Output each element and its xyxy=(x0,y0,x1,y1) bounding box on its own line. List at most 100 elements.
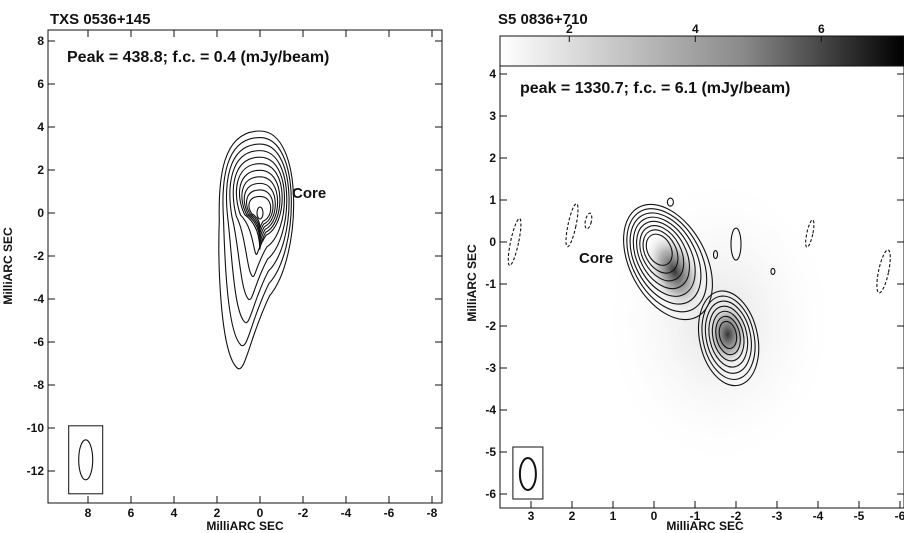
left-plot-frame xyxy=(47,29,443,504)
left-y-axis-label: MilliARC SEC xyxy=(1,227,15,305)
right-x-tick-label: 3 xyxy=(528,509,535,523)
left-contour-level xyxy=(248,195,272,230)
left-x-tick-label: -8 xyxy=(427,506,438,520)
right-panel-title: S5 0836+710 xyxy=(498,11,588,28)
right-core-contour xyxy=(639,225,685,282)
right-y-tick-label: 4 xyxy=(489,67,496,81)
left-x-ticks: 8 6 4 2 0 -2 -4 -6 -8 xyxy=(85,30,438,520)
right-x-axis-label: MilliARC SEC xyxy=(666,519,744,533)
left-panel-title: TXS 0536+145 xyxy=(50,11,151,28)
colorbar-tick-label: 2 xyxy=(566,22,573,36)
right-y-tick-label: -1 xyxy=(485,277,496,291)
left-x-tick-label: -6 xyxy=(384,506,395,520)
right-core-label: Core xyxy=(579,250,613,267)
left-y-tick-label: 6 xyxy=(37,77,44,91)
left-contour-level xyxy=(218,130,295,370)
colorbar xyxy=(499,35,904,67)
right-x-tick-label: -6 xyxy=(895,509,904,523)
right-core-contour xyxy=(623,203,713,321)
left-x-tick-label: 8 xyxy=(85,506,92,520)
right-core-contour xyxy=(642,229,679,274)
left-contour-level xyxy=(235,163,283,255)
left-contour-level xyxy=(225,143,290,324)
left-contour-level xyxy=(222,136,292,347)
right-y-ticks: 4 3 2 1 0 -1 -2 -3 -4 -5 -6 xyxy=(485,67,904,501)
right-contour-island xyxy=(712,250,719,260)
right-y-tick-label: 1 xyxy=(489,193,496,207)
left-y-tick-label: -4 xyxy=(33,292,44,306)
right-knot-contour xyxy=(718,320,738,350)
left-x-tick-label: 0 xyxy=(257,506,264,520)
right-contour-island xyxy=(730,227,742,261)
left-y-tick-label: -12 xyxy=(27,464,45,478)
right-negative-contour xyxy=(507,217,522,267)
right-x-tick-label: -4 xyxy=(813,509,824,523)
right-plot-frame xyxy=(499,65,904,509)
left-x-tick-label: 6 xyxy=(128,506,135,520)
right-negative-contour xyxy=(565,203,579,248)
right-core-contour xyxy=(645,233,673,266)
left-x-axis-label: MilliARC SEC xyxy=(206,519,284,533)
left-panel: TXS 0536+145 Peak = 438.8; f.c. = 0.4 (m… xyxy=(1,11,443,533)
right-contours xyxy=(507,197,891,387)
right-grayscale-image xyxy=(599,171,840,472)
colorbar-tick-label: 6 xyxy=(818,22,825,36)
right-knot-image xyxy=(705,300,750,369)
left-contour-level xyxy=(246,189,274,235)
colorbar-ticks: 2 4 6 xyxy=(566,22,825,42)
colorbar-tick-label: 4 xyxy=(692,22,699,36)
left-core-label: Core xyxy=(292,185,326,202)
right-beam-box xyxy=(512,446,544,500)
right-core-contour xyxy=(629,212,702,305)
left-peak-contour xyxy=(256,206,264,220)
right-contour-island xyxy=(770,267,776,275)
left-y-tick-label: 0 xyxy=(37,206,44,220)
right-y-tick-label: -2 xyxy=(485,319,496,333)
right-negative-contour xyxy=(805,219,815,248)
right-x-tick-label: -2 xyxy=(731,509,742,523)
left-y-tick-label: -2 xyxy=(33,249,44,263)
left-beam-box xyxy=(68,425,104,495)
right-knot-contour xyxy=(698,290,760,387)
left-contour-level xyxy=(243,182,276,240)
left-contour-level xyxy=(241,176,279,245)
left-y-tick-label: -6 xyxy=(33,335,44,349)
right-x-tick-label: 0 xyxy=(651,509,658,523)
right-knot-contour xyxy=(711,310,745,362)
left-contours xyxy=(218,130,295,370)
left-x-tick-label: -4 xyxy=(341,506,352,520)
right-negative-contour xyxy=(876,249,891,294)
right-knot-contour xyxy=(715,315,741,356)
left-x-tick-label: 4 xyxy=(171,506,178,520)
right-panel: S5 0836+710 2 4 6 peak = 1330.7; f.c. = 6.… xyxy=(465,11,904,533)
left-contour-level xyxy=(229,150,288,301)
left-y-tick-label: -10 xyxy=(27,421,45,435)
right-y-tick-label: 3 xyxy=(489,109,496,123)
right-y-tick-label: -4 xyxy=(485,403,496,417)
right-x-ticks: 3 2 1 0 -1 -2 -3 -4 -5 -6 xyxy=(528,501,904,523)
right-negative-contour xyxy=(584,212,593,230)
right-y-tick-label: 0 xyxy=(489,235,496,249)
left-x-tick-label: 2 xyxy=(214,506,221,520)
left-y-tick-label: -8 xyxy=(33,378,44,392)
right-x-tick-label: 1 xyxy=(610,509,617,523)
right-x-tick-label: -5 xyxy=(854,509,865,523)
left-y-tick-label: 2 xyxy=(37,163,44,177)
right-core-contour xyxy=(626,208,708,313)
left-peak-annotation: Peak = 438.8; f.c. = 0.4 (mJy/beam) xyxy=(67,49,329,66)
left-y-tick-label: 8 xyxy=(37,34,44,48)
right-beam-ellipse xyxy=(518,457,537,491)
right-knot-contour xyxy=(708,305,749,368)
left-beam-ellipse xyxy=(78,439,94,481)
right-beam xyxy=(512,446,544,500)
left-x-tick-label: -2 xyxy=(298,506,309,520)
left-y-ticks: 8 6 4 2 0 -2 -4 -6 -8 -10 -12 xyxy=(27,34,442,478)
right-y-axis-label: MilliARC SEC xyxy=(465,244,479,322)
right-y-tick-label: -5 xyxy=(485,445,496,459)
right-core-contour xyxy=(636,220,690,290)
left-y-tick-label: 4 xyxy=(37,120,44,134)
right-core-image xyxy=(644,230,705,313)
right-knot-contour xyxy=(701,295,756,381)
right-x-tick-label: 2 xyxy=(569,509,576,523)
